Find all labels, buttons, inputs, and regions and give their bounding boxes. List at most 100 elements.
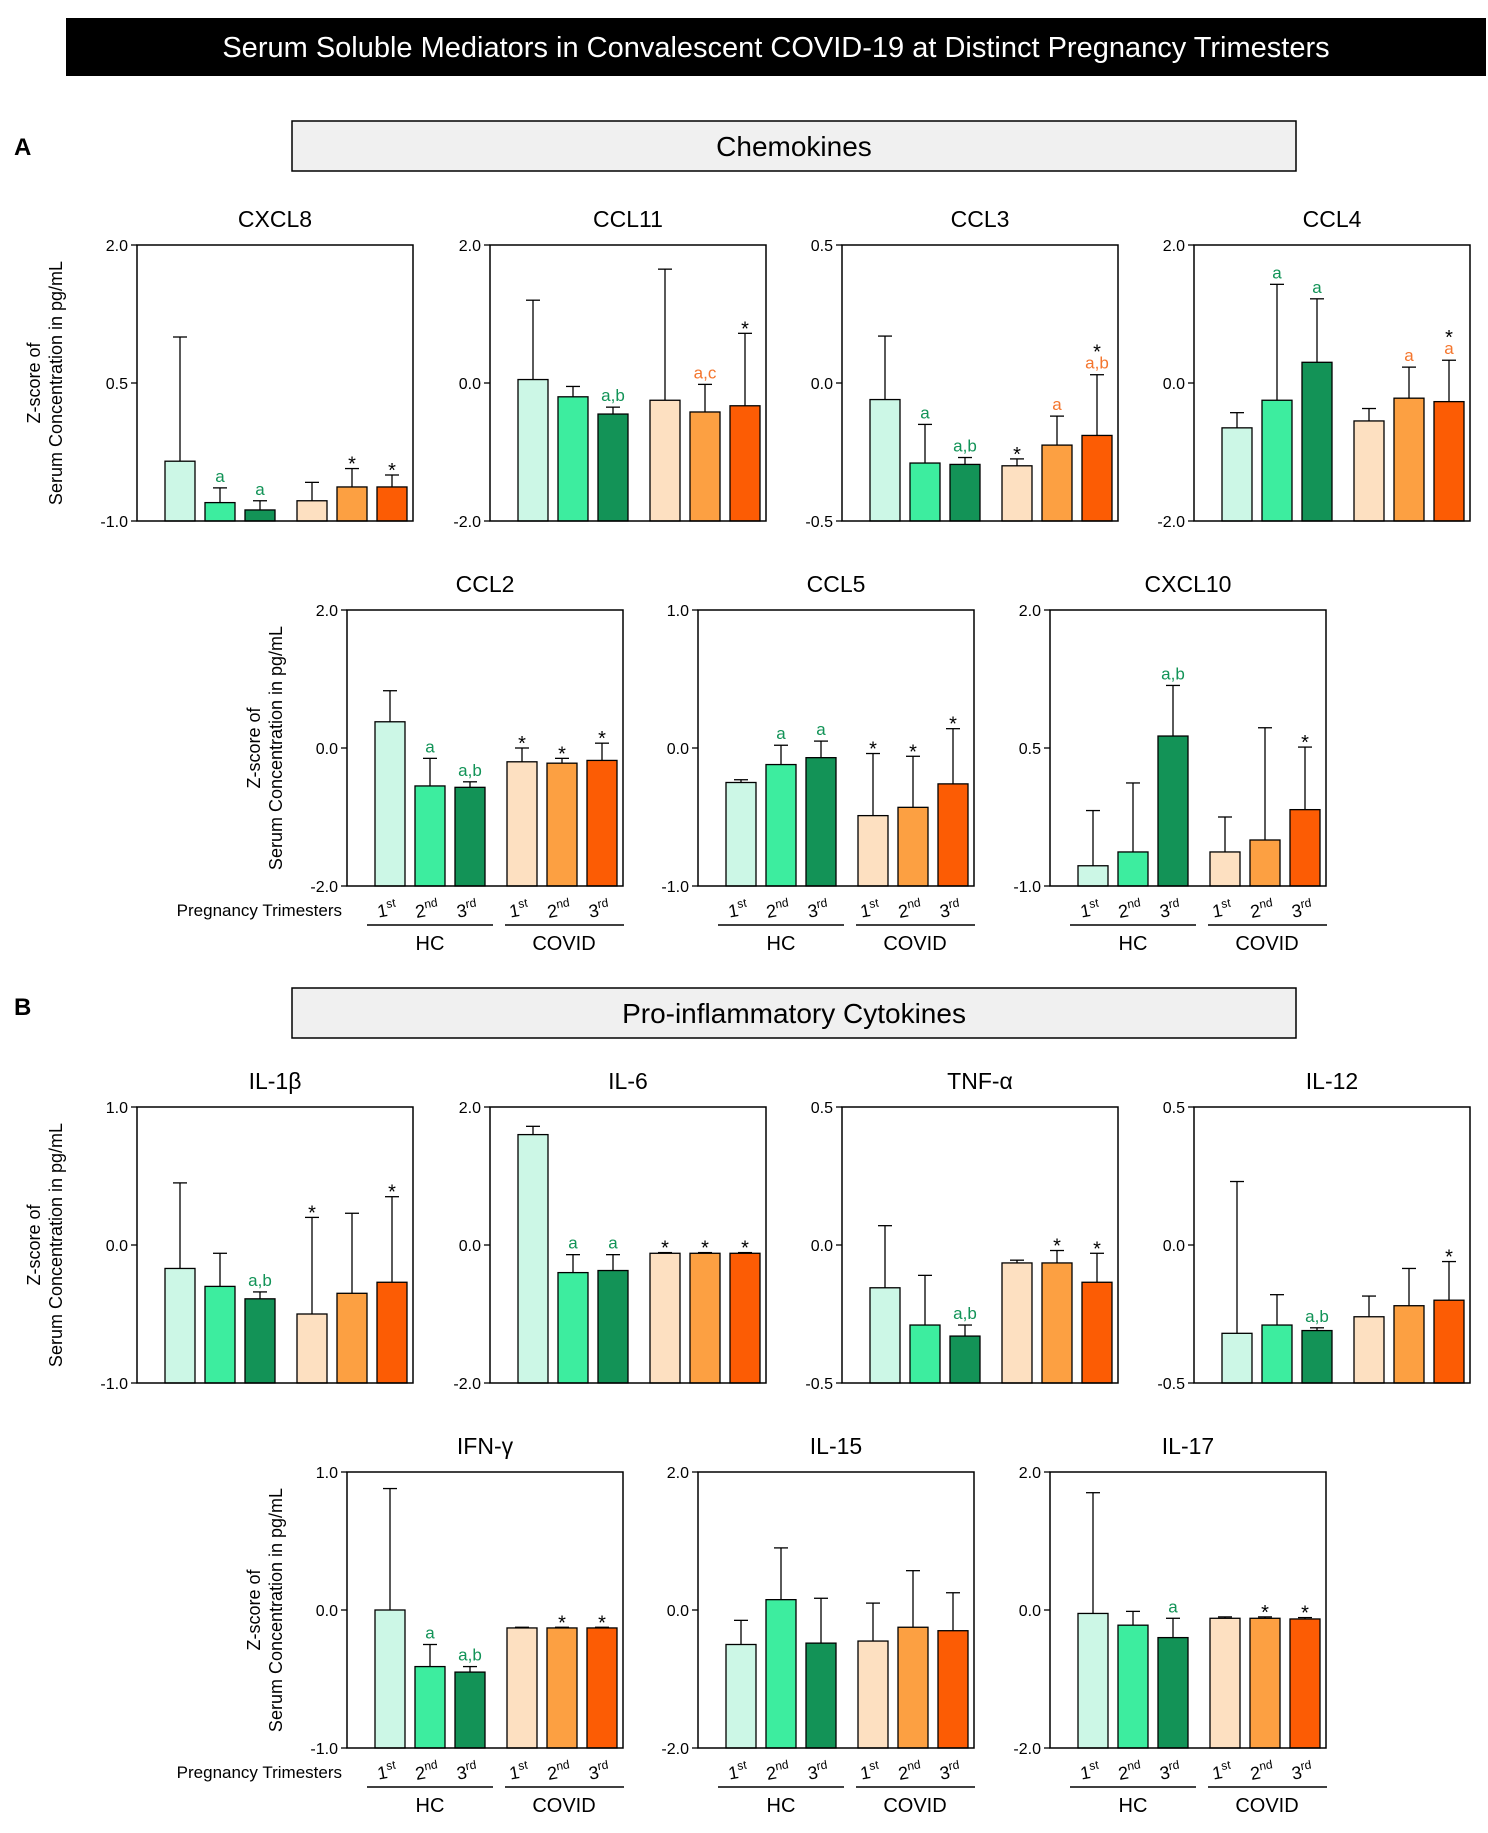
significance-asterisk: *: [598, 728, 606, 750]
y-tick-label: -1.0: [1013, 879, 1041, 896]
y-tick-label: 0.0: [316, 1603, 338, 1620]
y-tick-label: 2.0: [1163, 238, 1185, 255]
bar-covid-1st: [1209, 851, 1241, 887]
y-axis-title-line-1: Z-score of: [244, 706, 264, 788]
group-label-covid: COVID: [532, 1795, 595, 1817]
bar-covid-1st: [857, 814, 889, 887]
figure-title: Serum Soluble Mediators in Convalescent …: [222, 32, 1329, 64]
bar-hc-3rd: [597, 1269, 629, 1384]
y-tick-label: 2.0: [667, 1465, 689, 1482]
group-label-hc: HC: [1119, 933, 1148, 955]
chart-ifn-: IFN-γ a a,b * * 1.0 0.0 -1.0 1st 2nd 3rd 1st 2nd 3rd H…: [177, 1433, 624, 1817]
significance-asterisk: *: [1053, 1236, 1061, 1258]
bar-hc-1st: [1221, 1332, 1253, 1384]
significance-letters: a: [816, 720, 826, 739]
significance-letters: a,b: [601, 386, 625, 405]
bar-covid-2nd: [1041, 444, 1073, 522]
y-tick-label: -1.0: [661, 879, 689, 896]
y-tick-label: 0.5: [811, 1100, 833, 1117]
chart-il-15: IL-15 2.0 0.0 -2.0 1st 2nd 3rd 1st 2nd 3rd HC COVID: [661, 1433, 975, 1817]
y-tick-label: 0.5: [1163, 1100, 1185, 1117]
x-tick-label-covid-2nd: 2nd: [896, 895, 923, 922]
bar-covid-1st: [649, 399, 681, 522]
chart-title: IL-6: [608, 1068, 648, 1094]
significance-letters: a,b: [248, 1271, 272, 1290]
chart-title: IL-12: [1306, 1068, 1358, 1094]
y-tick-label: 0.0: [316, 741, 338, 758]
bar-covid-2nd: [1393, 397, 1425, 522]
bar-covid-3rd: [729, 1252, 761, 1384]
x-tick-label-hc-2nd: 2nd: [413, 1757, 440, 1784]
significance-asterisk: *: [869, 739, 877, 761]
group-label-hc: HC: [416, 933, 445, 955]
y-tick-label: -1.0: [100, 514, 128, 531]
y-tick-label: 0.0: [106, 1238, 128, 1255]
significance-letters: a: [425, 1624, 435, 1643]
bar-covid-2nd: [546, 762, 578, 887]
chart-title: IL-17: [1162, 1433, 1214, 1459]
x-tick-label-covid-1st: 1st: [858, 895, 882, 921]
x-tick-label-hc-2nd: 2nd: [1116, 895, 1143, 922]
significance-asterisk: *: [388, 1182, 396, 1204]
bar-hc-2nd: [1117, 1624, 1149, 1749]
bar-hc-1st: [374, 1609, 406, 1749]
bar-covid-1st: [1209, 1617, 1241, 1749]
y-tick-label: 2.0: [459, 238, 481, 255]
charts-layer: Z-score of Serum Concentration in pg/mLZ-…: [24, 206, 1471, 1817]
significance-asterisk: *: [1445, 327, 1453, 349]
banner-pro-inflammatory: [291, 987, 1297, 1039]
bar-covid-3rd: [586, 1627, 618, 1749]
significance-letters: a,b: [1161, 664, 1185, 683]
x-tick-label-hc-2nd: 2nd: [764, 1757, 791, 1784]
bar-hc-1st: [869, 398, 901, 522]
bar-covid-2nd: [1249, 1617, 1281, 1749]
bar-hc-3rd: [454, 1671, 486, 1749]
bar-covid-3rd: [1289, 808, 1321, 887]
chart-ccl5: CCL5 a a * * * 1.0 0.0 -1.0 1st 2nd 3rd 1st 2nd 3rd HC C…: [661, 571, 975, 955]
x-tick-label-hc-3rd: 3rd: [1158, 1757, 1182, 1783]
chart-title: CCL3: [951, 206, 1010, 232]
bar-covid-3rd: [1289, 1618, 1321, 1749]
y-tick-label: -2.0: [453, 514, 481, 531]
y-tick-label: -2.0: [453, 1376, 481, 1393]
x-tick-label-hc-3rd: 3rd: [455, 895, 479, 921]
significance-letters: a: [920, 403, 930, 422]
significance-asterisk: *: [1445, 1247, 1453, 1269]
y-tick-label: 0.5: [106, 376, 128, 393]
y-axis-title-line-1: Z-score of: [24, 341, 44, 423]
bar-covid-1st: [1353, 1316, 1385, 1384]
y-axis-title-line-2: Serum Concentration in pg/mL: [266, 1488, 286, 1732]
bar-covid-2nd: [336, 486, 368, 522]
significance-asterisk: *: [701, 1238, 709, 1260]
bar-hc-2nd: [557, 1271, 589, 1384]
bar-hc-2nd: [765, 1599, 797, 1749]
x-tick-label-covid-3rd: 3rd: [1290, 1757, 1314, 1783]
y-tick-label: 0.0: [811, 376, 833, 393]
chart-il-17: IL-17 a * * 2.0 0.0 -2.0 1st 2nd 3rd 1st 2nd 3rd HC CO…: [1013, 1433, 1327, 1817]
significance-letters: a: [1272, 263, 1282, 282]
chart-title: IL-1β: [249, 1068, 302, 1094]
y-tick-label: 0.5: [811, 238, 833, 255]
bar-hc-3rd: [1301, 361, 1333, 522]
bar-covid-2nd: [546, 1627, 578, 1749]
significance-letters: a,b: [953, 1304, 977, 1323]
bar-covid-1st: [1001, 465, 1033, 522]
bar-hc-1st: [725, 1643, 757, 1749]
y-axis-title-3: Z-score of Serum Concentration in pg/mL: [24, 1123, 66, 1367]
significance-asterisk: *: [949, 714, 957, 736]
bar-covid-3rd: [729, 405, 761, 522]
bar-hc-3rd: [805, 757, 837, 887]
x-tick-label-hc-3rd: 3rd: [806, 895, 830, 921]
significance-letters: a,c: [694, 363, 717, 382]
x-tick-label-covid-2nd: 2nd: [1248, 1757, 1275, 1784]
significance-letters: a,b: [458, 1646, 482, 1665]
significance-letters: a: [425, 737, 435, 756]
bar-hc-2nd: [765, 763, 797, 887]
y-tick-label: -1.0: [310, 1741, 338, 1758]
bar-covid-3rd: [376, 1281, 408, 1384]
significance-letters: a,b: [458, 761, 482, 780]
x-tick-label-covid-1st: 1st: [507, 1757, 531, 1783]
bar-hc-2nd: [414, 1665, 446, 1749]
chart-il-1-: IL-1β a,b * * 1.0 0.0 -1.0: [100, 1068, 414, 1393]
significance-asterisk: *: [1261, 1602, 1269, 1624]
